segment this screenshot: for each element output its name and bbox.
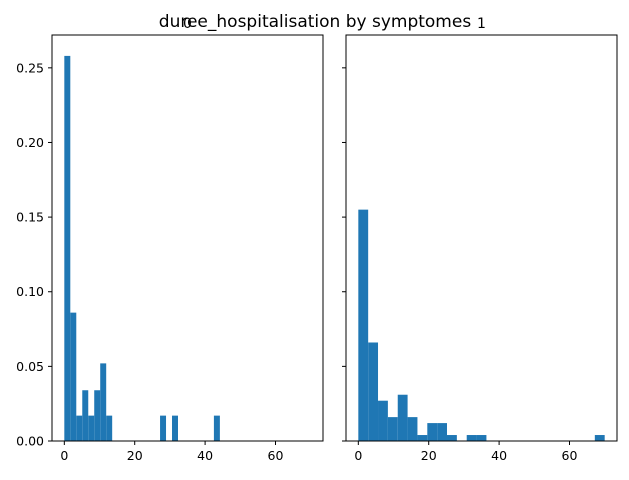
histogram-bar	[466, 435, 477, 441]
histogram-bar	[172, 415, 178, 442]
histogram-bar	[100, 363, 107, 441]
panel-title: 0	[183, 16, 192, 32]
histogram-bar	[160, 415, 167, 442]
histogram-bar	[358, 209, 369, 441]
histogram-bar	[594, 435, 605, 441]
histogram-bar	[368, 342, 379, 441]
histogram-bar	[82, 390, 89, 441]
x-tick-label: 20	[421, 448, 437, 463]
histogram-bar	[397, 394, 408, 441]
histogram-bar	[94, 390, 101, 441]
histogram-bar	[476, 435, 487, 441]
x-tick-label: 40	[491, 448, 507, 463]
histogram-bar	[64, 55, 71, 442]
axes-frame	[345, 34, 618, 442]
figure-title: duree_hospitalisation by symptomes	[159, 12, 472, 32]
y-tick-label: 0.00	[16, 434, 44, 449]
histogram-bar	[213, 415, 220, 442]
x-tick-label: 40	[197, 448, 213, 463]
y-tick-label: 0.20	[16, 135, 44, 150]
histogram-bar	[427, 423, 438, 441]
y-tick-label: 0.25	[16, 60, 44, 75]
histogram-bar	[417, 435, 428, 441]
histogram-bar	[70, 312, 77, 441]
histogram-bar	[407, 417, 418, 441]
histogram-bar	[76, 415, 83, 442]
histogram-bar	[106, 415, 113, 442]
histogram-bar	[447, 435, 457, 441]
y-tick-label: 0.05	[16, 359, 44, 374]
axes-frame	[51, 34, 324, 442]
panel-title: 1	[477, 16, 486, 32]
histogram-bar	[387, 417, 398, 441]
y-tick-label: 0.10	[16, 284, 44, 299]
x-tick-label: 60	[562, 448, 578, 463]
y-tick-label: 0.15	[16, 210, 44, 225]
x-tick-label: 0	[60, 448, 68, 463]
histogram-bar	[88, 415, 95, 442]
histogram-bar	[437, 423, 447, 441]
x-tick-label: 0	[354, 448, 362, 463]
x-tick-label: 20	[127, 448, 143, 463]
x-tick-label: 60	[268, 448, 284, 463]
histogram-bar	[378, 400, 388, 441]
